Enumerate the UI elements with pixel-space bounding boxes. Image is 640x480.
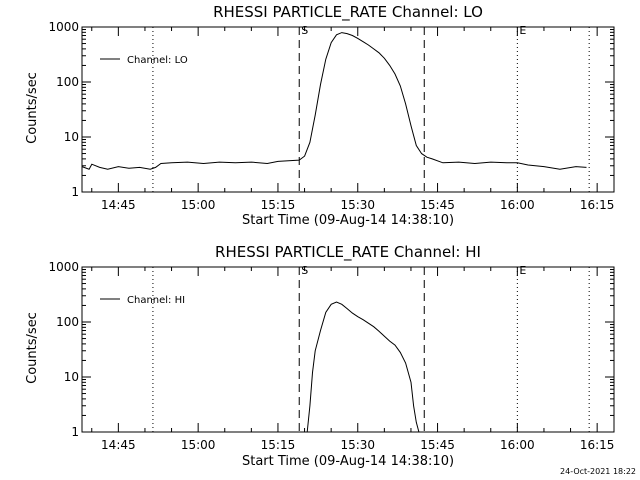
- x-tick-label: 16:15: [580, 198, 615, 212]
- y-axis-label: Counts/sec: [25, 72, 40, 144]
- y-tick-label: 1000: [48, 20, 79, 34]
- x-tick-label: 16:15: [580, 438, 615, 452]
- y-axis-label: Counts/sec: [25, 312, 40, 384]
- y-tick-label: 1000: [48, 260, 79, 274]
- y-tick-label: 100: [56, 315, 79, 329]
- annotation-label: S: [301, 24, 308, 37]
- y-tick-label: 10: [64, 370, 79, 384]
- series-line: [81, 32, 587, 170]
- y-tick-label: 100: [56, 75, 79, 89]
- x-tick-label: 15:00: [181, 198, 216, 212]
- x-tick-label: 15:30: [340, 198, 375, 212]
- x-tick-label: 14:45: [101, 438, 136, 452]
- y-tick-label: 1: [71, 425, 79, 439]
- chart-lo-channel: RHESSI PARTICLE_RATE Channel: LO Start T…: [25, 3, 615, 228]
- x-tick-label: 14:45: [101, 198, 136, 212]
- chart-hi-channel: RHESSI PARTICLE_RATE Channel: HI Start T…: [25, 243, 615, 469]
- x-tick-label: 15:45: [420, 198, 455, 212]
- x-axis-label: Start Time (09-Aug-14 14:38:10): [242, 454, 454, 469]
- chart-title: RHESSI PARTICLE_RATE Channel: LO: [213, 3, 483, 22]
- plot-frame: [81, 266, 615, 433]
- y-tick-label: 10: [64, 130, 79, 144]
- x-tick-label: 15:30: [340, 438, 375, 452]
- annotation-label: E: [519, 264, 526, 277]
- x-tick-label: 15:45: [420, 438, 455, 452]
- annotation-label: S: [301, 264, 308, 277]
- legend-label: Channel: LO: [127, 55, 188, 66]
- chart-title: RHESSI PARTICLE_RATE Channel: HI: [215, 243, 481, 262]
- x-tick-label: 16:00: [500, 198, 535, 212]
- x-tick-label: 15:00: [181, 438, 216, 452]
- plot-frame: [81, 26, 615, 193]
- x-axis-label: Start Time (09-Aug-14 14:38:10): [242, 213, 454, 228]
- x-tick-label: 16:00: [500, 438, 535, 452]
- y-tick-label: 1: [71, 185, 79, 199]
- legend-label: Channel: HI: [127, 295, 185, 306]
- annotation-label: E: [519, 24, 526, 37]
- series-line: [306, 301, 420, 433]
- timestamp-footer: 24-Oct-2021 18:22: [560, 467, 636, 476]
- x-tick-label: 15:15: [261, 438, 296, 452]
- x-tick-label: 15:15: [261, 198, 296, 212]
